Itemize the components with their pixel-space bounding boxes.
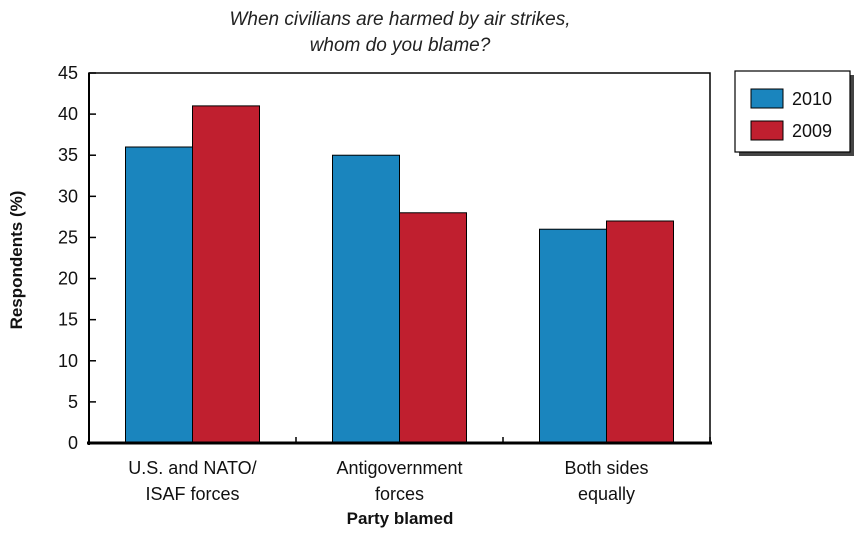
x-category-label-0-line-1: ISAF forces — [145, 484, 239, 504]
x-category-label-0-line-0: U.S. and NATO/ — [128, 458, 256, 478]
bar-2009-cat-0 — [192, 105, 260, 444]
x-axis-categories: U.S. and NATO/ISAF forces Antigovernment f… — [128, 437, 711, 504]
legend-label-2010: 2010 — [792, 89, 832, 109]
chart-title-line-1: When civilians are harmed by air strikes… — [229, 9, 570, 30]
x-category-label-2-line-0: Both sides — [564, 458, 648, 478]
y-tick-label-45: 45 — [58, 63, 78, 83]
bars-group — [125, 105, 674, 444]
legend: 2010 2009 — [734, 70, 854, 156]
y-axis-title: Respondents (%) — [7, 191, 26, 330]
bar-2009-cat-2 — [606, 220, 674, 444]
y-tick-label-5: 5 — [68, 392, 78, 412]
y-tick-label-15: 15 — [58, 310, 78, 330]
bar-2010-cat-2 — [539, 228, 607, 444]
legend-swatch-2010 — [750, 88, 784, 109]
bar-2010-cat-1 — [332, 154, 400, 444]
x-category-label-1-line-0: Antigovernment — [336, 458, 462, 478]
x-category-label-2-line-1: equally — [578, 484, 635, 504]
y-tick-label-40: 40 — [58, 104, 78, 124]
y-tick-label-25: 25 — [58, 227, 78, 247]
y-tick-label-20: 20 — [58, 269, 78, 289]
chart-title-line-2: whom do you blame? — [310, 35, 491, 56]
y-tick-label-35: 35 — [58, 145, 78, 165]
x-axis-title: Party blamed — [347, 509, 454, 528]
legend-label-2009: 2009 — [792, 121, 832, 141]
y-tick-label-30: 30 — [58, 186, 78, 206]
bar-2010-cat-0 — [125, 146, 193, 444]
y-tick-label-10: 10 — [58, 351, 78, 371]
x-category-label-1-line-1: forces — [375, 484, 424, 504]
y-axis-ticks: 0 5 10 15 20 25 30 35 40 45 — [58, 63, 96, 453]
y-tick-label-0: 0 — [68, 433, 78, 453]
legend-swatch-2009 — [750, 120, 784, 141]
bar-2009-cat-1 — [399, 212, 467, 444]
